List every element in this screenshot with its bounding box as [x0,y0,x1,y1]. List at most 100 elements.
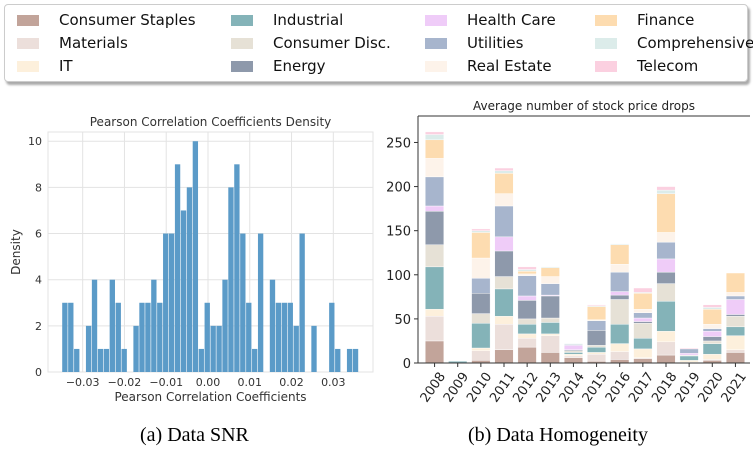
legend-label: Utilities [467,34,524,52]
bar-segment [702,340,722,344]
bar-segment [494,193,514,207]
bar-segment [633,321,653,324]
histogram-bar [192,141,199,372]
bar-segment [656,283,676,302]
legend-entry: Health Care [425,11,556,29]
bar-segment [563,345,583,350]
x-axis-label: Pearson Correlation Coefficients [114,390,306,404]
bar-segment [425,139,445,159]
bar-segment [563,352,583,355]
legend-swatch [595,37,617,49]
legend-entry: Materials [17,34,128,52]
bar-segment [656,241,676,260]
bar-segment [494,349,514,364]
bar-segment [425,176,445,207]
bar-segment [610,359,630,364]
bar-segment [425,211,445,245]
histogram-bar [234,164,240,372]
bar-segment [633,338,653,350]
legend-swatch [425,60,447,72]
bar-segment [633,358,653,364]
bar-segment [471,313,491,324]
bar-segment [656,331,676,343]
histogram-bar [186,187,193,372]
x-tick-label: 2021 [719,370,750,406]
histogram-bar [222,279,228,372]
histogram-bar [269,279,276,372]
histogram-bar [252,348,258,372]
legend-entry: Real Estate [425,57,552,75]
histogram-bar [240,233,246,372]
x-tick-label: 0.02 [279,376,304,389]
bar-segment [517,323,537,335]
histogram-bar [121,348,127,372]
x-tick-label: 0.03 [321,376,346,389]
bar-segment [610,271,630,292]
bar-segment [587,352,607,355]
legend-swatch [17,37,39,49]
histogram-bar [174,164,181,372]
histogram-bar [311,325,317,372]
bar-segment [610,264,630,273]
legend: Consumer Staples Materials IT Industrial Con… [4,4,753,82]
bar-segment [540,267,560,277]
x-tick-label: −0.01 [149,376,183,389]
bar-segment [563,357,583,364]
bar-segment [494,167,514,171]
y-tick-label: 6 [35,228,42,241]
histogram-bar [204,302,210,372]
bar-segment [517,300,537,320]
bar-segment [471,347,491,351]
legend-label: Energy [273,57,326,75]
bar-segment [633,287,653,293]
histogram-bar [85,325,92,372]
y-tick-label: 0 [35,366,42,379]
legend-entry: Consumer Staples [17,11,196,29]
legend-label: Industrial [273,11,344,29]
y-tick-label: 2 [35,320,42,333]
bar-segment [679,355,699,361]
bar-segment [494,288,514,317]
bar-segment [425,340,445,364]
histogram-bar [281,302,288,372]
bar-segment [679,348,699,354]
bar-segment [725,314,745,317]
bar-segment [702,304,722,308]
bar-segment [610,299,630,325]
legend-swatch [231,60,253,72]
bar-segment [656,193,676,233]
bar-segment [587,346,607,353]
legend-label: Consumer Staples [59,11,196,29]
histogram-bar [257,233,264,372]
bar-segment [471,350,491,361]
bar-segment [610,323,630,344]
histogram-bar [139,302,145,372]
caption-b: (b) Data Homogeneity [468,424,648,446]
chart-title: Average number of stock price drops [473,99,695,113]
legend-swatch [231,14,253,26]
bar-segment [702,308,722,325]
bar-segment [656,354,676,364]
bar-segment [656,301,676,332]
legend-label: Materials [59,34,128,52]
bar-segment [425,134,445,141]
legend-swatch [595,60,617,72]
x-tick-label: 0.01 [238,376,263,389]
histogram-bar [97,348,104,372]
bar-segment [517,266,537,270]
histogram-bar [62,302,68,372]
legend-label: Real Estate [467,57,552,75]
histogram-bar [68,302,74,372]
bar-segment [494,173,514,194]
legend-entry: Consumer Disc. [231,34,391,52]
y-tick-label: 10 [28,135,42,148]
bar-segment [517,275,537,297]
bar-segment [540,266,560,268]
bar-segment [425,316,445,342]
legend-label: IT [59,57,73,75]
bar-segment [425,205,445,212]
bar-segment [540,352,560,364]
bar-segment [725,272,745,293]
bar-segment [725,292,745,297]
bar-segment [633,293,653,310]
